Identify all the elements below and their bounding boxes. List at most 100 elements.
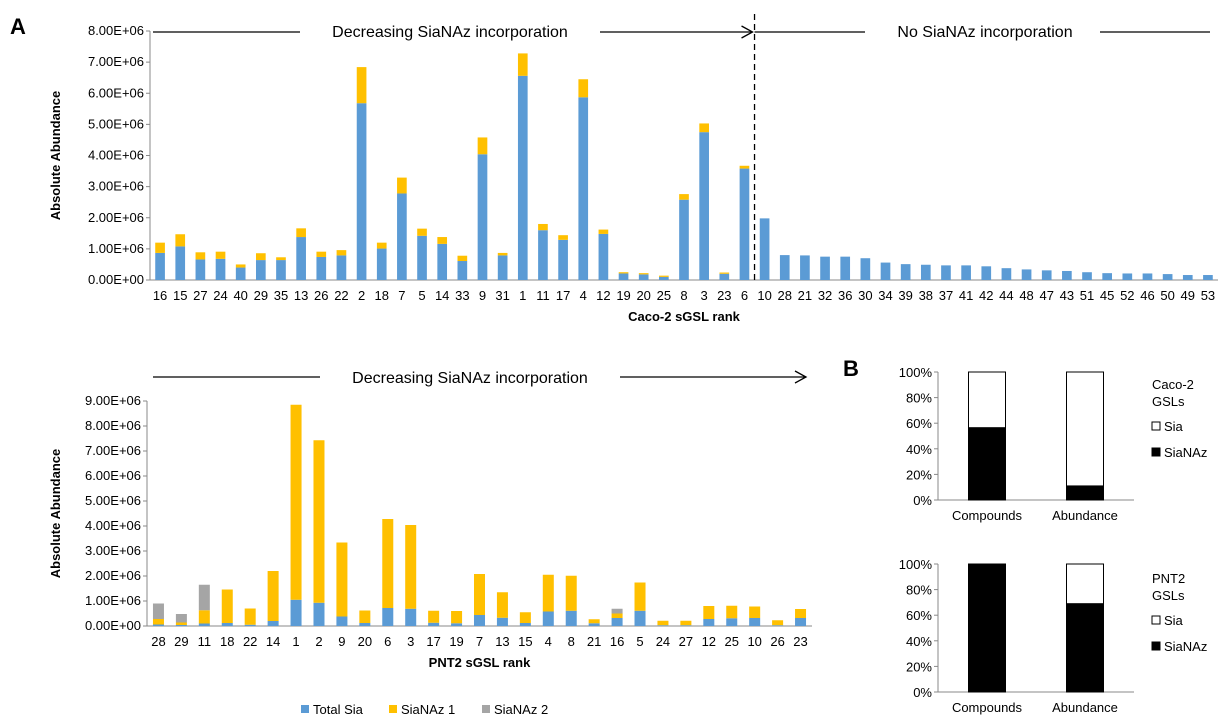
bar-segment-total_sia <box>941 265 951 280</box>
x-tick-label: 13 <box>495 634 509 649</box>
x-tick-label: 52 <box>1120 288 1134 303</box>
bar-segment-total_sia <box>376 248 387 280</box>
bar-segment-total_sia <box>578 97 589 280</box>
bar-segment-total_sia <box>565 610 577 626</box>
bar-segment-total_sia <box>276 260 286 280</box>
bar-segment-total_sia <box>519 623 531 626</box>
y-tick-label: 0.00E+00 <box>85 618 141 633</box>
bar-segment-total_sia <box>719 273 730 280</box>
y-tick-label: 4.00E+06 <box>88 148 144 163</box>
bar-segment-total_sia <box>244 624 256 626</box>
x-tick-label: 16 <box>153 288 167 303</box>
bar-segment-sianaz1 <box>316 251 327 257</box>
bar-segment-sianaz1 <box>296 228 306 238</box>
bar-segment-sianaz1 <box>497 252 508 256</box>
bar-segment-total_sia <box>417 235 427 280</box>
bar-segment-total_sia <box>198 623 210 626</box>
bar-segment-total_sia <box>215 258 226 280</box>
bar-segment-total_sia <box>699 132 709 280</box>
bar-segment-total_sia <box>1182 275 1193 280</box>
bar-segment-sianaz1 <box>175 622 187 625</box>
bar-segment-sianaz1 <box>618 272 629 274</box>
bar-segment-sianaz1 <box>267 571 279 621</box>
x-tick-label: 2 <box>315 634 322 649</box>
x-tick-label: 19 <box>616 288 630 303</box>
bar-segment-sianaz1 <box>457 255 468 262</box>
legend-label-total_sia: Total Sia <box>313 702 364 717</box>
bar-segment-sianaz1 <box>739 165 750 169</box>
bar-segment-sianaz1 <box>719 272 730 274</box>
y-tick-label: 0% <box>913 493 932 508</box>
x-tick-label: 49 <box>1181 288 1195 303</box>
x-tick-label: 7 <box>398 288 405 303</box>
x-tick-label: 17 <box>426 634 440 649</box>
y-tick-label: 20% <box>906 467 932 482</box>
annotation-decreasing: Decreasing SiaNAz incorporation <box>332 24 568 41</box>
caco2-chart: 0.00E+00 1.00E+06 2.00E+06 3.00E+06 4.00E+06… <box>48 14 1218 324</box>
bar-segment-total_sia <box>336 255 347 280</box>
x-tick-label: 40 <box>233 288 247 303</box>
bar-segment-total_sia <box>920 264 931 280</box>
x-tick-label: 22 <box>243 634 257 649</box>
x-tick-label: 9 <box>338 634 345 649</box>
bar-segment-sianaz1 <box>679 194 689 200</box>
bar-segment-sianaz1 <box>538 223 548 231</box>
bar-segment-total_sia <box>290 599 302 626</box>
bar-segment-total_sia <box>680 625 692 626</box>
x-tick-label: 14 <box>435 288 449 303</box>
y-tick-label: 60% <box>906 416 932 431</box>
x-tick-label: 32 <box>818 288 832 303</box>
x-tick-label: 11 <box>198 634 212 649</box>
bar-segment-total_sia <box>1122 273 1133 280</box>
x-tick-label: Abundance <box>1052 700 1118 715</box>
x-tick-label: 18 <box>375 288 389 303</box>
y-tick-label: 80% <box>906 391 932 406</box>
bar-segment-total_sia <box>497 255 508 280</box>
x-tick-label: 51 <box>1080 288 1094 303</box>
y-tick-label: 1.00E+06 <box>85 593 141 608</box>
bar-segment-sianaz1 <box>726 605 738 619</box>
bar-segment-total_sia <box>517 75 528 280</box>
bar-segment-total_sia <box>772 625 784 626</box>
bar-segment-sianaz1 <box>703 606 715 619</box>
x-tick-label: 25 <box>657 288 671 303</box>
x-tick-label: 12 <box>702 634 716 649</box>
bar-segment-total_sia <box>175 625 187 626</box>
x-tick-label: 53 <box>1201 288 1215 303</box>
bar-segment-sianaz1 <box>175 234 186 247</box>
bar-segment-sianaz1 <box>749 606 761 618</box>
x-tick-label: 15 <box>173 288 187 303</box>
x-tick-label: 8 <box>680 288 687 303</box>
bar-segment-total_sia <box>195 259 206 280</box>
bar-segment-sianaz1 <box>356 67 367 104</box>
x-tick-label: 47 <box>1039 288 1053 303</box>
bar-segment-sianaz1 <box>558 235 568 240</box>
bar-segment-total_sia <box>659 276 669 280</box>
x-tick-label: 14 <box>266 634 280 649</box>
bar-segment-total_sia <box>1203 275 1213 280</box>
x-tick-label: 19 <box>449 634 463 649</box>
x-tick-label: 10 <box>747 634 761 649</box>
y-tick-label: 40% <box>906 634 932 649</box>
bar-segment-total_sia <box>457 261 468 280</box>
bar-segment-sianaz1 <box>376 242 387 249</box>
bar-segment-sianaz1 <box>519 612 531 623</box>
bar-segment-sianaz <box>1066 603 1104 693</box>
bar-segment-total_sia <box>451 623 463 626</box>
bar-segment-sianaz1 <box>382 519 394 608</box>
bar-segment-sianaz1 <box>588 619 600 624</box>
legend-label-sianaz: SiaNAz <box>1164 639 1207 654</box>
bar-segment-sianaz1 <box>578 79 589 98</box>
x-tick-label: 5 <box>418 288 425 303</box>
caco2-gsls-chart: 0% 20% 40% 60% 80% 100% Compounds Abundance Caco… <box>899 365 1208 523</box>
bar-segment-total_sia <box>1021 269 1032 280</box>
x-tick-label: Abundance <box>1052 508 1118 523</box>
y-tick-label: 3.00E+06 <box>88 179 144 194</box>
x-tick-label: 30 <box>858 288 872 303</box>
legend-swatch-sia <box>1151 421 1161 431</box>
y-tick-label: 80% <box>906 583 932 598</box>
bar-segment-sianaz1 <box>155 242 165 253</box>
legend-swatch-sianaz2 <box>482 705 490 713</box>
y-tick-label: 9.00E+06 <box>85 393 141 408</box>
